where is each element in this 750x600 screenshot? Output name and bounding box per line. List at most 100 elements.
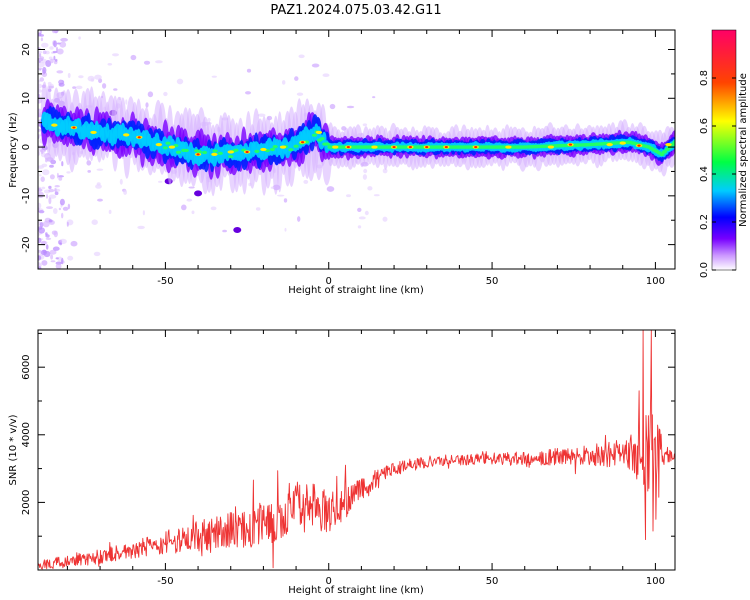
- ridge-cell: [212, 149, 218, 153]
- noise-blob: [326, 186, 335, 192]
- noise-blob: [78, 36, 81, 40]
- noise-blob: [46, 206, 53, 210]
- hotspot-peak: [245, 150, 249, 154]
- noise-blob: [48, 188, 55, 193]
- y-tick-label: 20: [21, 43, 32, 56]
- x-tick-label: 50: [486, 576, 499, 587]
- hotspot-peak: [346, 145, 350, 149]
- spectrogram-frame: [37, 29, 676, 270]
- noise-blob: [43, 250, 51, 258]
- noise-blob: [54, 185, 60, 188]
- noise-blob: [38, 60, 41, 63]
- ridge-cell: [672, 140, 675, 144]
- noise-blob: [362, 174, 367, 180]
- noise-blob: [95, 184, 102, 189]
- noise-blob: [143, 60, 151, 65]
- noise-blob: [191, 210, 195, 215]
- noise-blob: [72, 86, 77, 89]
- noise-blob: [55, 263, 62, 269]
- noise-blob: [38, 108, 41, 112]
- colorbar: 0.0 0.2 0.4 0.6 0.8 Normalized spectral ampl…: [699, 29, 749, 278]
- noise-blob: [38, 255, 42, 261]
- snr-axes: -50 0 50 100 2000 4000 6000: [21, 330, 675, 587]
- hotspot: [123, 133, 130, 137]
- noise-blob: [56, 70, 64, 74]
- noise-blob: [119, 178, 123, 185]
- hotspot-peak: [425, 145, 429, 149]
- ridge-hotspots: [51, 123, 672, 156]
- noise-blob: [373, 194, 380, 197]
- noise-blob: [38, 210, 45, 214]
- noise-blob: [39, 77, 45, 82]
- noise-blob: [38, 50, 43, 54]
- colorbar-tick-label: 0.4: [699, 166, 710, 182]
- ridge-cell: [217, 151, 223, 155]
- snr-line: [38, 330, 675, 570]
- noise-blob: [363, 168, 368, 174]
- hotspot: [168, 145, 176, 149]
- hotspot-peak: [301, 141, 305, 144]
- noise-blob: [87, 170, 91, 173]
- noise-blob: [48, 185, 52, 189]
- noise-blob: [142, 210, 145, 216]
- noise-blob: [49, 249, 57, 255]
- noise-blob: [40, 37, 44, 42]
- noise-blob: [41, 186, 46, 190]
- hotspot: [90, 130, 97, 135]
- noise-blob: [38, 150, 41, 156]
- noise-blob: [303, 179, 309, 184]
- noise-blob: [49, 164, 54, 168]
- noise-blob: [155, 60, 163, 64]
- noise-blob: [53, 55, 56, 61]
- noise-blob: [257, 113, 266, 117]
- noise-blob: [66, 221, 69, 227]
- noise-blob: [357, 225, 362, 229]
- noise-blob: [322, 73, 330, 77]
- hotspot: [211, 152, 218, 156]
- noise-blob: [48, 197, 52, 205]
- noise-blob: [86, 160, 92, 166]
- noise-blob: [58, 177, 63, 181]
- x-tick-label: 0: [326, 276, 332, 287]
- noise-blob: [329, 103, 336, 110]
- hotspot-peak: [196, 153, 200, 156]
- noise-blob: [364, 210, 369, 216]
- colorbar-tick-label: 0.6: [699, 118, 710, 134]
- noise-blob: [362, 123, 368, 127]
- noise-blob: [78, 75, 84, 79]
- figure-title: PAZ1.2024.075.03.42.G11: [270, 3, 441, 18]
- noise-blob: [147, 91, 154, 98]
- noise-blob: [50, 260, 56, 263]
- noise-blob: [53, 40, 57, 48]
- noise-blob: [107, 63, 113, 66]
- noise-blob: [112, 53, 119, 57]
- noise-blob: [61, 257, 64, 265]
- colorbar-tick-label: 0.2: [699, 214, 710, 230]
- hotspot: [619, 141, 626, 145]
- noise-blob: [45, 244, 49, 250]
- noise-blob: [48, 85, 54, 89]
- noise-blob: [102, 83, 107, 89]
- noise-blob: [38, 128, 42, 132]
- snr-panel: -50 0 50 100 2000 4000 6000 Height of straight…: [8, 329, 676, 596]
- noise-blob: [61, 212, 64, 219]
- ridge-cell: [254, 149, 260, 153]
- colorbar-ticks: 0.0 0.2 0.4 0.6 0.8: [699, 70, 736, 278]
- ridge-cell: [175, 150, 182, 154]
- noise-blob: [222, 229, 228, 233]
- hotspot: [260, 147, 267, 152]
- noise-blob: [41, 42, 49, 48]
- ridge-cell: [202, 150, 208, 155]
- ridge-cell: [196, 150, 202, 154]
- ridge-cell: [288, 148, 294, 152]
- noise-blob: [38, 262, 42, 268]
- snr-x-label: Height of straight line (km): [288, 585, 424, 596]
- ridge-cell: [272, 145, 278, 149]
- ridge-cell: [165, 141, 171, 145]
- noise-blob: [59, 239, 63, 243]
- spectrogram-marks: [38, 30, 675, 269]
- hotspot-peak: [444, 145, 448, 149]
- noise-blob: [59, 242, 63, 246]
- noise-blob: [45, 60, 52, 67]
- x-tick-label: -50: [157, 276, 173, 287]
